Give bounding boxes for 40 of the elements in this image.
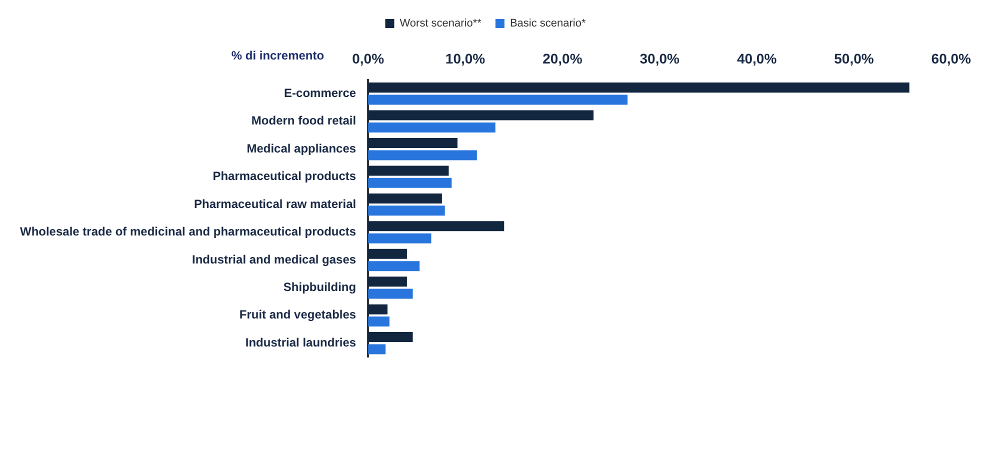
bar <box>368 261 420 272</box>
x-tick-label: 40,0% <box>736 50 778 66</box>
bar <box>368 221 504 232</box>
x-tick-label: 50,0% <box>834 50 874 66</box>
y-tick-label: Shipbuilding <box>283 280 356 294</box>
bar <box>368 316 390 327</box>
bar <box>368 122 496 132</box>
y-tick-label: Industrial laundries <box>245 335 356 350</box>
bar <box>368 82 910 93</box>
y-tick-label: E-commerce <box>284 86 356 100</box>
y-tick-label: Fruit and vegetables <box>239 308 356 322</box>
bar <box>368 178 452 188</box>
x-tick-label: 60,0% <box>931 50 972 66</box>
x-tick-label: 0,0% <box>352 50 385 66</box>
y-tick-label: Pharmaceutical raw material <box>194 196 356 211</box>
bar <box>368 288 413 299</box>
bar <box>368 94 628 105</box>
legend-label: Worst scenario** <box>400 18 482 30</box>
bar <box>368 344 386 354</box>
y-tick-label: Modern food retail <box>251 114 356 128</box>
bar <box>368 233 432 244</box>
bar <box>368 248 407 259</box>
bar <box>368 193 442 204</box>
x-axis-title: % di incremento <box>231 48 324 63</box>
x-tick-label: 20,0% <box>542 50 583 66</box>
bar <box>368 110 594 120</box>
y-tick-label: Medical appliances <box>246 141 356 156</box>
bar <box>368 276 407 287</box>
bar <box>368 206 445 216</box>
x-tick-label: 30,0% <box>640 50 680 66</box>
bar <box>368 150 477 160</box>
y-tick-label: Industrial and medical gases <box>192 252 356 266</box>
bar <box>368 332 413 342</box>
y-tick-label: Pharmaceutical products <box>212 169 356 184</box>
legend-label: Basic scenario* <box>510 18 586 30</box>
bar <box>368 304 388 314</box>
bar <box>368 138 458 148</box>
x-tick-label: 10,0% <box>445 50 486 66</box>
y-tick-label: Wholesale trade of medicinal and pharmaceutical products <box>20 224 356 239</box>
bar <box>368 166 449 176</box>
